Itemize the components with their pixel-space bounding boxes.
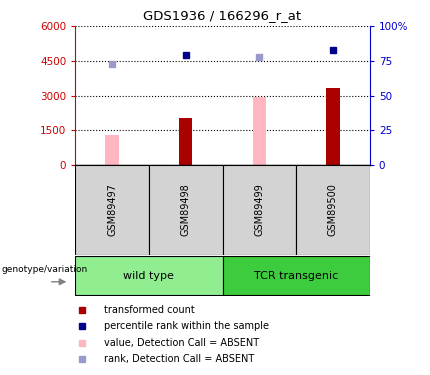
Bar [179,118,192,165]
Text: rank, Detection Call = ABSENT: rank, Detection Call = ABSENT [104,354,254,364]
Text: TCR transgenic: TCR transgenic [254,271,338,280]
Bar [326,87,340,165]
Text: value, Detection Call = ABSENT: value, Detection Call = ABSENT [104,338,259,348]
Bar [223,256,370,296]
Bar [75,256,223,296]
Text: GSM89500: GSM89500 [328,184,338,237]
Bar [75,165,149,255]
Bar [149,165,223,255]
Bar [296,165,370,255]
Text: transformed count: transformed count [104,305,194,315]
Text: percentile rank within the sample: percentile rank within the sample [104,321,269,331]
Text: genotype/variation: genotype/variation [2,265,88,274]
Bar [223,165,296,255]
Text: GSM89497: GSM89497 [107,184,117,237]
Bar [253,96,266,165]
Text: wild type: wild type [123,271,174,280]
Title: GDS1936 / 166296_r_at: GDS1936 / 166296_r_at [144,9,301,22]
Bar [105,135,119,165]
Text: GSM89498: GSM89498 [181,184,191,236]
Text: GSM89499: GSM89499 [254,184,264,236]
